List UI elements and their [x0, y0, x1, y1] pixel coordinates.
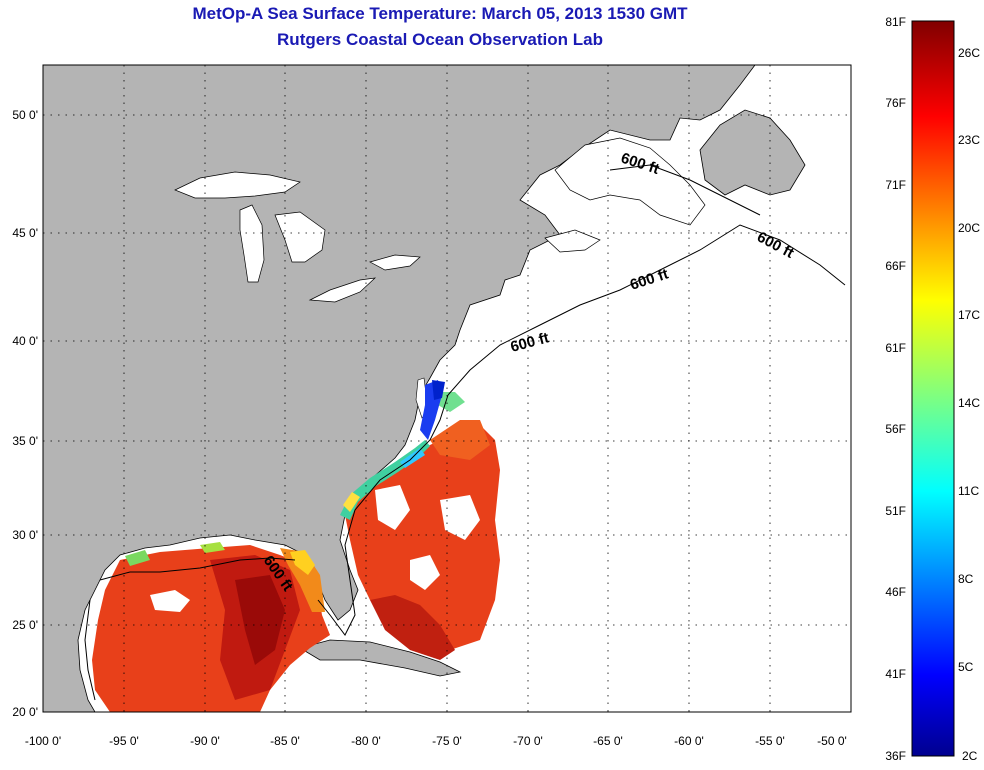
lat-tick-label: 25 0' [12, 618, 38, 632]
lon-tick-label: -75 0' [432, 734, 462, 748]
lat-tick-label: 30 0' [12, 528, 38, 542]
lat-tick-label: 40 0' [12, 334, 38, 348]
colorbar: 81F 76F 71F 66F 61F 56F 51F 46F 41F 36F … [885, 15, 980, 763]
sst-data [92, 380, 500, 712]
lat-tick-label: 20 0' [12, 705, 38, 719]
colorbar-f-label: 81F [885, 15, 906, 29]
colorbar-f-labels: 81F 76F 71F 66F 61F 56F 51F 46F 41F 36F [885, 15, 906, 763]
colorbar-f-label: 56F [885, 422, 906, 436]
lon-tick-label: -90 0' [190, 734, 220, 748]
isobath-lines [84, 164, 846, 701]
lon-tick-label: -95 0' [109, 734, 139, 748]
colorbar-f-label: 61F [885, 341, 906, 355]
colorbar-f-label: 66F [885, 259, 906, 273]
colorbar-c-label: 26C [958, 46, 980, 60]
lake-michigan [239, 204, 265, 283]
graticule [43, 65, 851, 712]
colorbar-c-label: 8C [958, 572, 974, 586]
colorbar-ramp [911, 20, 955, 757]
lon-tick-label: -60 0' [674, 734, 704, 748]
colorbar-f-label: 41F [885, 667, 906, 681]
gulf-st-lawrence [554, 137, 706, 226]
colorbar-c-label: 14C [958, 396, 980, 410]
lat-tick-label: 50 0' [12, 108, 38, 122]
lon-tick-label: -65 0' [593, 734, 623, 748]
map-frame [42, 64, 852, 713]
colorbar-c-label: 2C [962, 749, 978, 763]
lon-tick-label: -80 0' [351, 734, 381, 748]
lon-tick-label: -55 0' [755, 734, 785, 748]
lake-ontario [369, 254, 421, 271]
lake-huron [274, 211, 326, 263]
colorbar-f-label: 46F [885, 585, 906, 599]
colorbar-f-label: 71F [885, 178, 906, 192]
newfoundland-land [699, 109, 806, 196]
colorbar-f-label: 76F [885, 96, 906, 110]
map-subtitle: Rutgers Coastal Ocean Observation Lab [277, 30, 603, 49]
colorbar-c-label: 17C [958, 308, 980, 322]
colorbar-c-label: 5C [958, 660, 974, 674]
colorbar-f-label: 36F [885, 749, 906, 763]
lon-tick-label: -50 0' [817, 734, 847, 748]
lon-tick-label: -70 0' [513, 734, 543, 748]
bay-of-fundy [544, 229, 601, 253]
lon-tick-label: -85 0' [270, 734, 300, 748]
lon-axis: -100 0' -95 0' -90 0' -85 0' -80 0' -75 … [25, 734, 847, 748]
colorbar-c-label: 23C [958, 133, 980, 147]
colorbar-c-labels: 26C 23C 20C 17C 14C 11C 8C 5C 2C [958, 46, 980, 763]
lake-erie [308, 277, 377, 303]
lake-superior [174, 171, 301, 199]
lat-tick-label: 45 0' [12, 226, 38, 240]
lon-tick-label: -100 0' [25, 734, 61, 748]
colorbar-f-label: 51F [885, 504, 906, 518]
lat-axis: 20 0' 25 0' 30 0' 35 0' 40 0' 45 0' 50 0… [12, 108, 38, 719]
lat-tick-label: 35 0' [12, 434, 38, 448]
cuba-land [298, 639, 462, 677]
colorbar-c-label: 20C [958, 221, 980, 235]
map-title: MetOp-A Sea Surface Temperature: March 0… [192, 4, 688, 23]
colorbar-c-label: 11C [958, 484, 979, 498]
